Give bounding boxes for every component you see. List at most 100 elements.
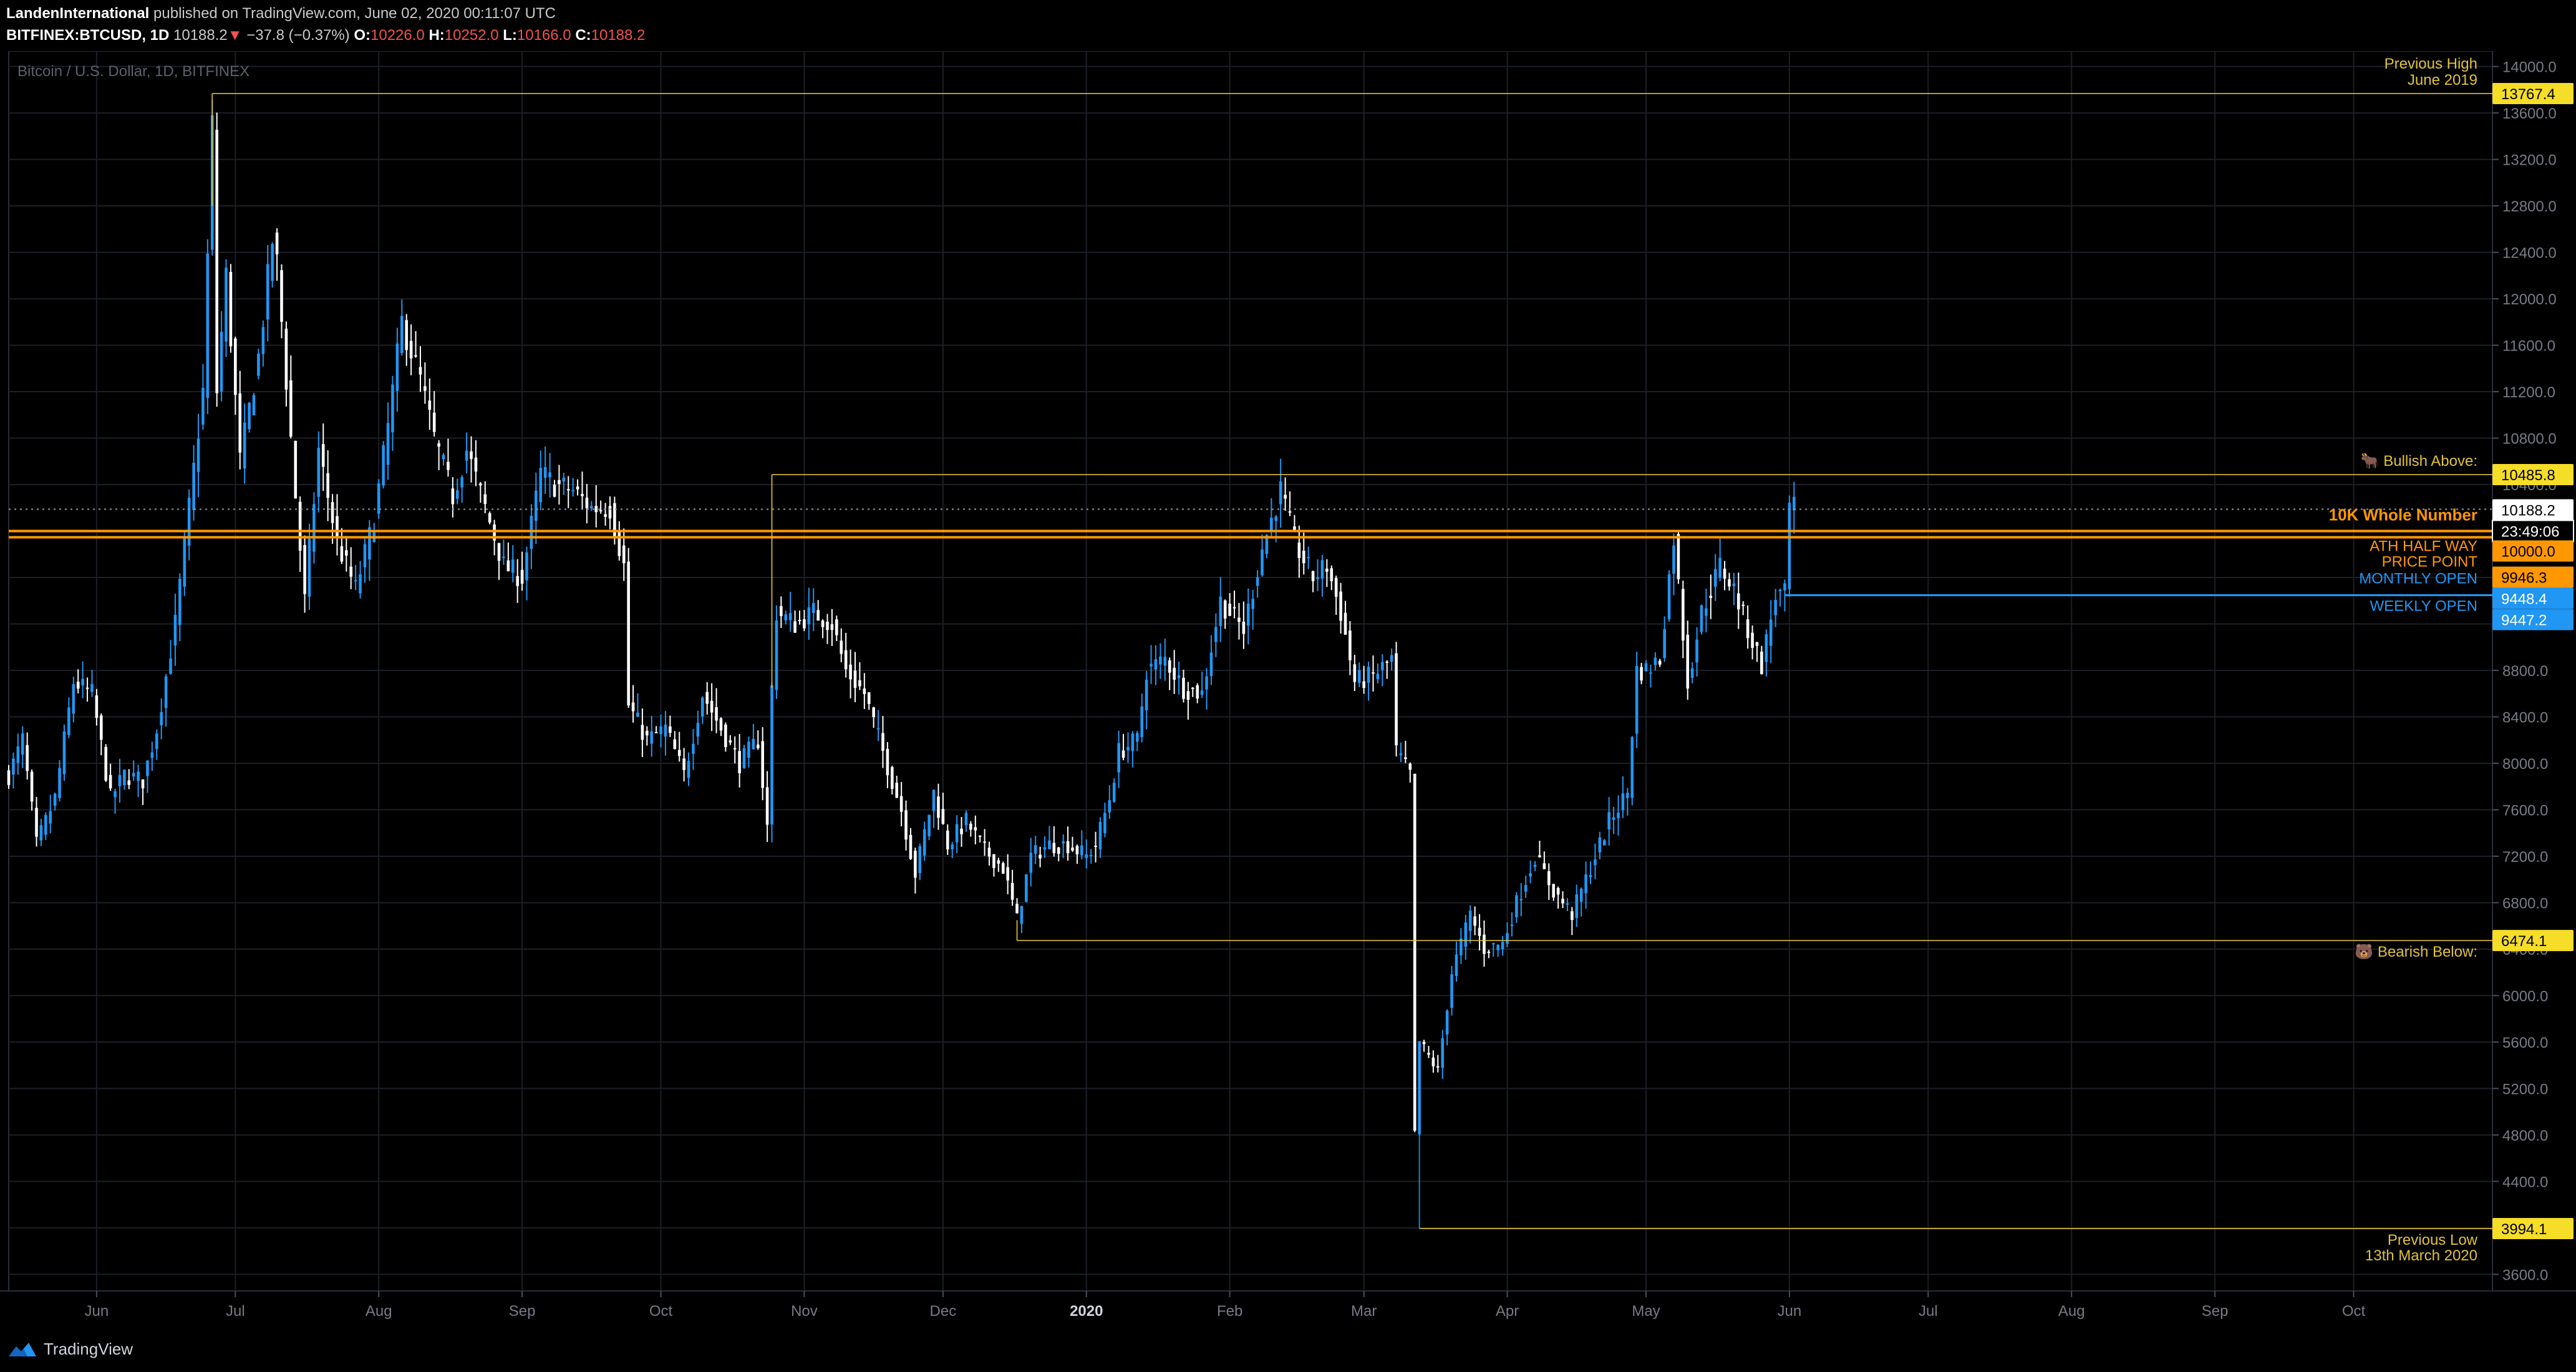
candle-body xyxy=(710,700,714,713)
candle-body xyxy=(1223,600,1227,619)
brand[interactable]: TradingView xyxy=(7,1340,133,1359)
candle-body xyxy=(951,844,954,850)
candle-body xyxy=(192,463,195,511)
x-tick-label: Oct xyxy=(2342,1303,2366,1320)
candle-body xyxy=(284,328,288,390)
candle-body xyxy=(1362,681,1365,688)
candle-body xyxy=(535,490,538,521)
candle-body xyxy=(336,516,339,538)
symbol-label[interactable]: BITFINEX:BTCUSD, 1D xyxy=(6,27,170,44)
candle-body xyxy=(1062,841,1065,844)
candle-body xyxy=(150,752,154,758)
candle-body xyxy=(16,746,20,763)
candle-body xyxy=(654,732,658,733)
candle-body xyxy=(1644,663,1648,672)
x-tick-label: Jul xyxy=(226,1303,245,1320)
candle-body xyxy=(1103,813,1106,833)
candle-body xyxy=(1168,660,1171,673)
brand-name: TradingView xyxy=(44,1340,133,1358)
candle-body xyxy=(617,531,621,556)
candle-body xyxy=(1015,904,1019,914)
candle-body xyxy=(525,552,528,581)
candle-body xyxy=(705,692,709,704)
candle-body xyxy=(1626,793,1629,798)
candle-body xyxy=(81,679,84,686)
candle-body xyxy=(1010,882,1014,900)
candle-body xyxy=(742,748,746,768)
candle-body xyxy=(1284,495,1287,499)
candle-body xyxy=(1445,1010,1449,1035)
candle-body xyxy=(1556,887,1560,895)
candle-body xyxy=(39,825,43,841)
candle-body xyxy=(780,606,783,616)
annotation-prev-low: Previous Low xyxy=(2388,1232,2478,1249)
y-tick-label: 12000.0 xyxy=(2502,291,2557,308)
candle-body xyxy=(844,650,848,670)
candle-body xyxy=(141,779,145,789)
candle-body xyxy=(257,354,260,376)
candle-body xyxy=(1089,854,1093,856)
candle-body xyxy=(1783,583,1786,591)
price-change: −37.8 (−0.37%) xyxy=(246,27,350,44)
candle-body xyxy=(784,614,788,621)
candle-body xyxy=(1325,568,1329,572)
candle-body xyxy=(53,793,57,806)
candle-body xyxy=(1755,642,1759,646)
candle-body xyxy=(1473,916,1476,926)
candle-body xyxy=(1186,691,1190,700)
candle-body xyxy=(669,726,672,733)
candle-body xyxy=(1571,911,1574,920)
y-tick-label: 14000.0 xyxy=(2502,59,2557,76)
candle-body xyxy=(1728,579,1731,587)
candle-body xyxy=(67,707,70,735)
candle-body xyxy=(419,367,422,375)
candle-body xyxy=(1760,651,1763,675)
candle-body xyxy=(775,620,778,690)
candle-body xyxy=(1279,481,1282,505)
candle-body xyxy=(266,264,269,320)
candle-body xyxy=(904,810,908,840)
candle-body xyxy=(1334,577,1338,597)
candle-body xyxy=(1381,662,1384,670)
candle-body xyxy=(793,621,797,633)
tag-monthly-open-bg xyxy=(2492,587,2574,609)
x-tick-label: Sep xyxy=(2202,1303,2229,1320)
candle-body xyxy=(1713,569,1717,587)
chart-title: Bitcoin / U.S. Dollar, 1D, BITFINEX xyxy=(17,63,249,80)
candle-body xyxy=(1265,534,1269,554)
candle-body xyxy=(1094,846,1097,848)
candle-body xyxy=(1293,526,1296,531)
candle-body xyxy=(1769,619,1773,646)
tag-bearish-bg xyxy=(2492,930,2574,952)
candle-body xyxy=(442,455,445,460)
candle-body xyxy=(788,613,792,621)
candle-body xyxy=(1145,679,1148,710)
tag-previous-low: 3994.1 xyxy=(2501,1221,2547,1238)
candle-body xyxy=(30,771,34,802)
candle-body xyxy=(1200,690,1204,695)
candle-body xyxy=(899,796,903,812)
author-name[interactable]: LandenInternational xyxy=(6,5,150,22)
candle-body xyxy=(1408,763,1412,770)
candle-body xyxy=(881,733,884,751)
tag-ath-bg xyxy=(2492,540,2574,562)
candle-body xyxy=(1515,895,1518,917)
candle-body xyxy=(400,316,404,354)
price-chart[interactable]: Bitcoin / U.S. Dollar, 1D, BITFINEX 3600.… xyxy=(0,51,2576,1328)
candle-body xyxy=(1372,672,1375,674)
y-tick-label: 12800.0 xyxy=(2502,198,2557,215)
candle-body xyxy=(354,580,357,582)
candle-body xyxy=(1510,924,1514,926)
candle-body xyxy=(368,527,371,560)
annotation-prev-high: June 2019 xyxy=(2408,72,2477,89)
candle-body xyxy=(520,569,524,584)
tradingview-logo-icon xyxy=(9,1342,36,1356)
candle-body xyxy=(1741,604,1745,606)
candle-body xyxy=(1159,656,1162,665)
candle-body xyxy=(1682,589,1685,641)
candle-body xyxy=(1020,906,1024,924)
candle-body xyxy=(1112,783,1116,802)
candle-body xyxy=(35,808,38,837)
y-tick-label: 5600.0 xyxy=(2502,1035,2548,1051)
candle-body xyxy=(1385,661,1389,663)
